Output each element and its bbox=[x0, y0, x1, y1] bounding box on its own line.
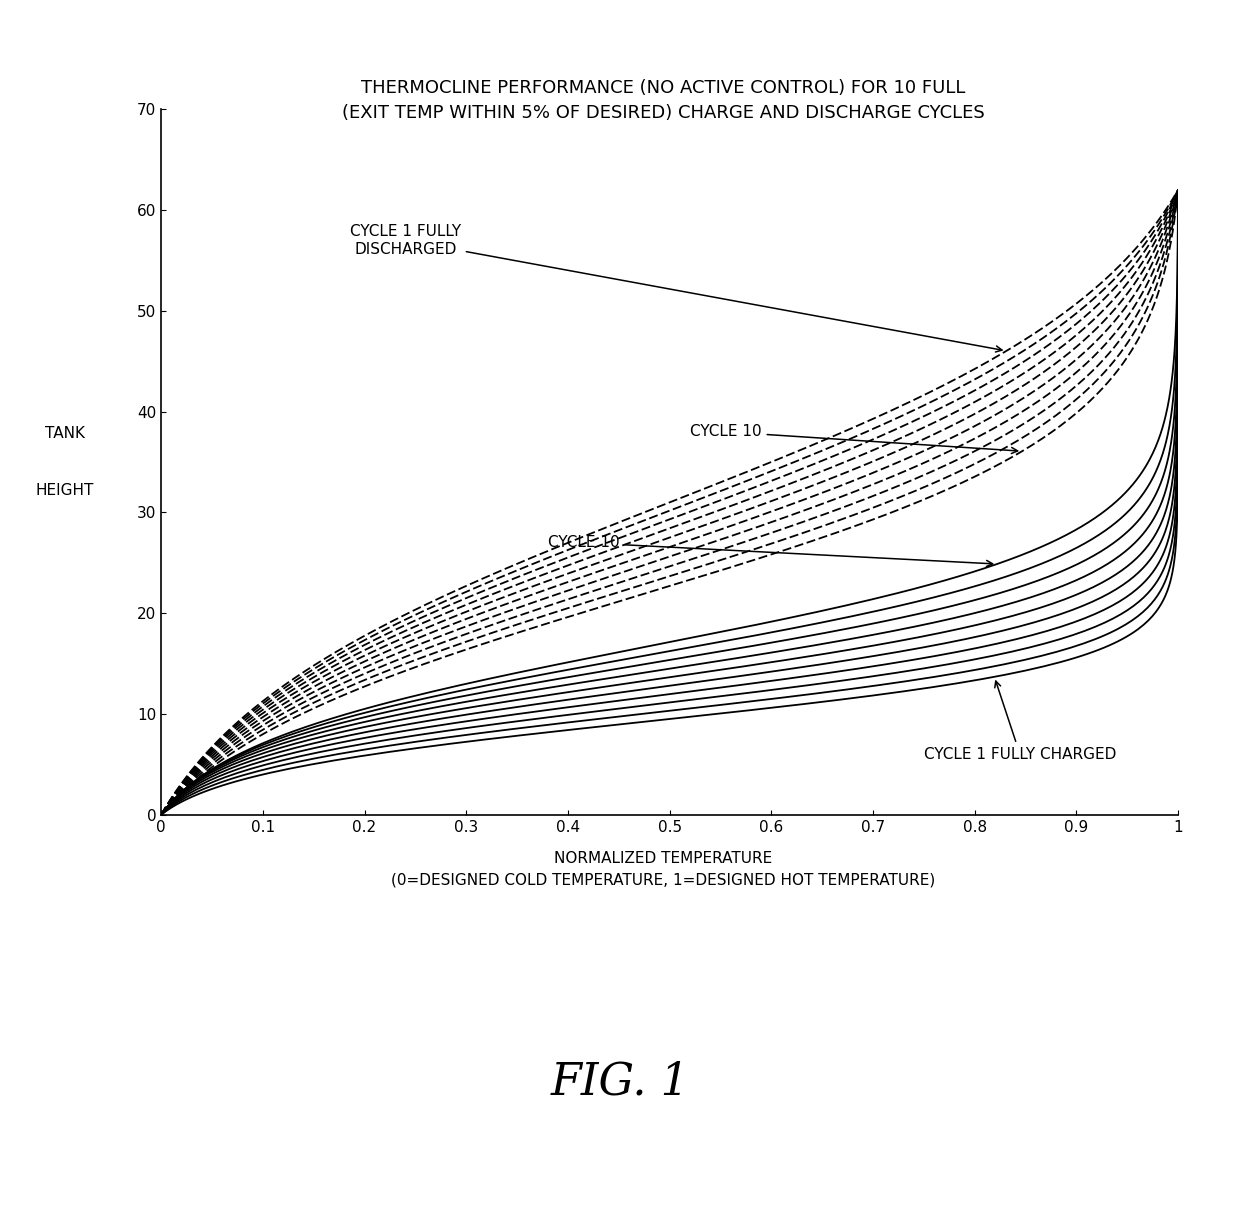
Text: CYCLE 1 FULLY CHARGED: CYCLE 1 FULLY CHARGED bbox=[924, 681, 1116, 761]
Text: NORMALIZED TEMPERATURE
(0=DESIGNED COLD TEMPERATURE, 1=DESIGNED HOT TEMPERATURE): NORMALIZED TEMPERATURE (0=DESIGNED COLD … bbox=[392, 851, 935, 888]
Text: TANK: TANK bbox=[45, 427, 84, 441]
Text: THERMOCLINE PERFORMANCE (NO ACTIVE CONTROL) FOR 10 FULL
(EXIT TEMP WITHIN 5% OF : THERMOCLINE PERFORMANCE (NO ACTIVE CONTR… bbox=[342, 79, 985, 122]
Text: CYCLE 10: CYCLE 10 bbox=[689, 424, 1018, 454]
Text: CYCLE 1 FULLY
DISCHARGED: CYCLE 1 FULLY DISCHARGED bbox=[350, 224, 1002, 351]
Text: HEIGHT: HEIGHT bbox=[36, 483, 94, 497]
Text: FIG. 1: FIG. 1 bbox=[551, 1060, 689, 1104]
Text: CYCLE 10: CYCLE 10 bbox=[548, 535, 992, 567]
